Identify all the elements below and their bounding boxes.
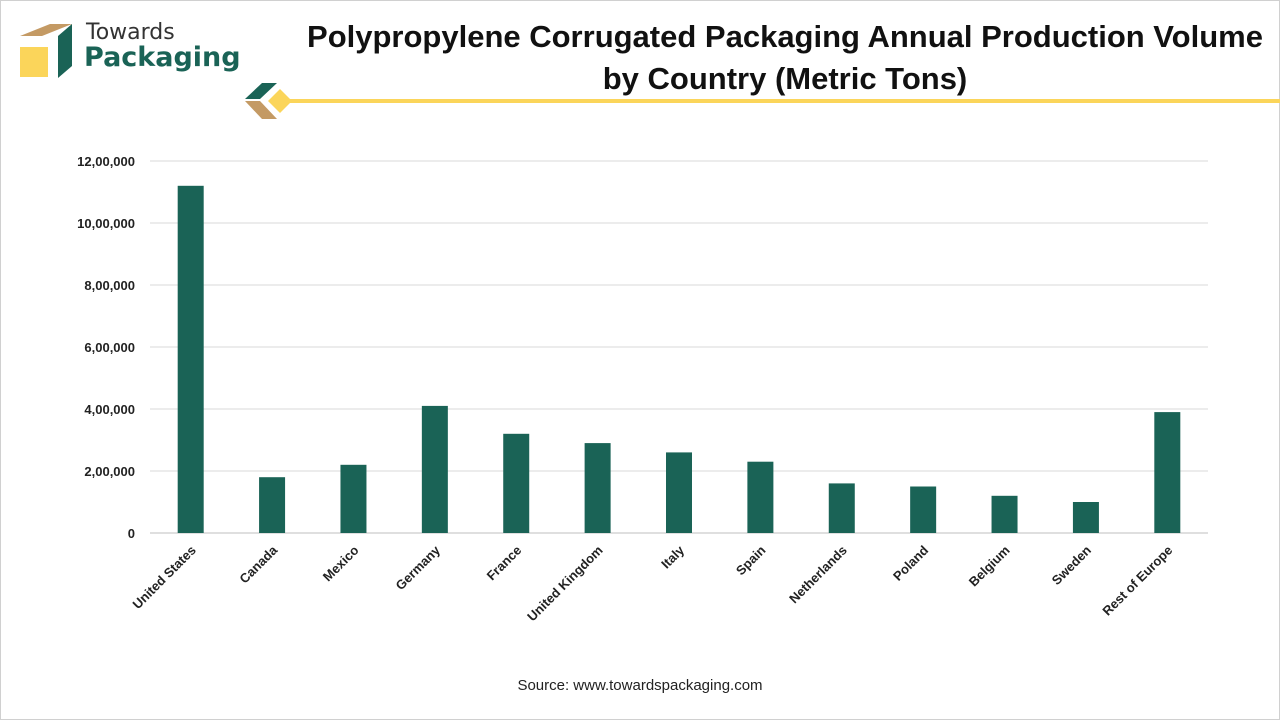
y-tick-label: 8,00,000 <box>84 278 135 293</box>
chart-title: Polypropylene Corrugated Packaging Annua… <box>307 19 1263 96</box>
x-tick-label: Italy <box>658 542 688 572</box>
bar-spain <box>747 461 774 533</box>
bar-canada <box>259 477 286 533</box>
bar-sweden <box>1072 502 1099 533</box>
bar-poland <box>910 486 937 533</box>
source-note: Source: www.towardspackaging.com <box>517 677 763 694</box>
bar-united-states <box>177 185 204 534</box>
x-tick-label: United States <box>129 543 198 612</box>
x-tick-label: Canada <box>236 542 280 586</box>
bar-italy <box>666 452 692 533</box>
bar-netherlands <box>828 483 855 533</box>
bar-belgium <box>991 495 1018 533</box>
bar-france <box>503 433 530 533</box>
x-tick-label: Germany <box>392 542 443 593</box>
y-tick-label: 6,00,000 <box>84 340 135 355</box>
x-tick-label: Netherlands <box>786 543 850 607</box>
x-tick-label: Sweden <box>1049 542 1094 587</box>
y-tick-label: 4,00,000 <box>84 402 135 417</box>
x-tick-label: Spain <box>733 542 769 578</box>
brand-line1: Towards <box>86 20 175 45</box>
brand-line2: Packaging <box>84 42 241 73</box>
x-tick-label: United Kingdom <box>524 543 606 625</box>
y-tick-label: 0 <box>128 526 135 541</box>
y-tick-label: 2,00,000 <box>84 464 135 479</box>
title-divider-icon <box>245 83 1280 119</box>
y-tick-label: 12,00,000 <box>77 154 135 169</box>
x-tick-label: Poland <box>890 542 931 583</box>
bar-rest-of-europe <box>1154 412 1181 533</box>
bar-united-kingdom <box>584 443 611 533</box>
x-tick-label: Belgium <box>966 543 1013 590</box>
x-tick-label: France <box>484 543 525 584</box>
x-tick-label: Rest of Europe <box>1099 543 1175 619</box>
y-tick-label: 10,00,000 <box>77 216 135 231</box>
logo-icon <box>20 24 72 78</box>
x-tick-label: Mexico <box>320 542 362 584</box>
bar-germany <box>421 405 448 533</box>
bar-mexico <box>340 464 367 533</box>
